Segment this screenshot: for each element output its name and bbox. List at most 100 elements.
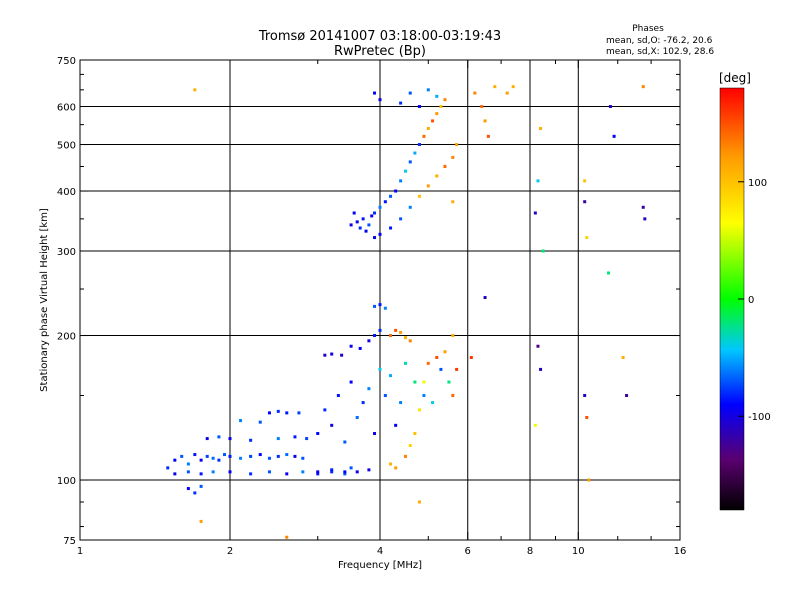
data-point bbox=[413, 432, 417, 436]
data-point bbox=[383, 306, 387, 310]
data-point bbox=[199, 519, 203, 523]
data-point bbox=[394, 466, 398, 470]
data-point bbox=[349, 344, 353, 348]
y-tick-label: 100 bbox=[57, 476, 76, 487]
data-point bbox=[276, 437, 280, 441]
data-point bbox=[422, 394, 426, 398]
data-point bbox=[373, 334, 377, 338]
y-tick-label: 200 bbox=[57, 332, 76, 343]
data-point bbox=[285, 453, 289, 457]
data-point bbox=[422, 134, 426, 138]
data-point bbox=[367, 339, 371, 343]
data-point bbox=[417, 194, 421, 198]
data-point bbox=[389, 334, 393, 338]
data-point bbox=[408, 444, 412, 448]
axis-ticks bbox=[79, 59, 681, 541]
data-point bbox=[583, 179, 587, 183]
data-point bbox=[583, 200, 587, 204]
data-point bbox=[173, 458, 177, 462]
data-point bbox=[330, 352, 334, 356]
data-points bbox=[166, 85, 647, 539]
data-point bbox=[228, 454, 232, 458]
data-point bbox=[199, 484, 203, 488]
data-point bbox=[541, 249, 545, 253]
data-point bbox=[239, 456, 243, 460]
phases-line-x: mean, sd,X: 102.9, 28.6 bbox=[606, 47, 714, 57]
y-tick-label: 75 bbox=[63, 536, 76, 547]
data-point bbox=[469, 355, 473, 359]
data-point bbox=[361, 217, 365, 221]
data-point bbox=[316, 470, 320, 474]
x-tick-label: 8 bbox=[527, 546, 533, 557]
y-axis-label: Stationary phase Virtual Height [km] bbox=[39, 208, 50, 392]
data-point bbox=[349, 223, 353, 227]
data-point bbox=[533, 211, 537, 215]
data-point bbox=[358, 346, 362, 350]
data-point bbox=[217, 435, 221, 439]
x-tick-label: 6 bbox=[465, 546, 471, 557]
data-point bbox=[583, 394, 587, 398]
data-point bbox=[267, 411, 271, 415]
data-point bbox=[378, 367, 382, 371]
colorbar-tick-label: -100 bbox=[748, 412, 771, 423]
data-point bbox=[394, 189, 398, 193]
y-tick-label: 300 bbox=[57, 247, 76, 258]
data-point bbox=[199, 458, 203, 462]
data-point bbox=[355, 470, 359, 474]
data-point bbox=[186, 487, 190, 491]
y-tick-label: 750 bbox=[57, 56, 76, 67]
data-point bbox=[413, 151, 417, 155]
y-tick-label: 600 bbox=[57, 103, 76, 114]
data-point bbox=[483, 119, 487, 123]
data-point bbox=[493, 85, 497, 89]
data-point bbox=[323, 353, 327, 357]
data-point bbox=[422, 380, 426, 384]
data-point bbox=[173, 472, 177, 476]
phases-title: Phases bbox=[632, 24, 664, 34]
y-tick-label: 500 bbox=[57, 141, 76, 152]
data-point bbox=[383, 200, 387, 204]
data-point bbox=[361, 401, 365, 405]
data-point bbox=[258, 453, 262, 457]
data-point bbox=[607, 271, 611, 275]
data-point bbox=[399, 217, 403, 221]
data-point bbox=[305, 437, 309, 441]
data-point bbox=[443, 98, 447, 102]
data-point bbox=[625, 394, 629, 398]
data-point bbox=[193, 88, 197, 92]
data-point bbox=[435, 174, 439, 178]
data-point bbox=[373, 236, 377, 240]
data-point bbox=[473, 91, 477, 95]
data-point bbox=[451, 200, 455, 204]
data-point bbox=[408, 160, 412, 164]
data-point bbox=[370, 214, 374, 218]
data-point bbox=[389, 194, 393, 198]
data-point bbox=[378, 303, 382, 307]
data-point bbox=[641, 205, 645, 209]
data-point bbox=[373, 211, 377, 215]
data-point bbox=[389, 374, 393, 378]
data-point bbox=[293, 435, 297, 439]
y-tick-labels: 75 100 200 300 400 500 600 750 bbox=[57, 56, 76, 547]
data-point bbox=[367, 468, 371, 472]
data-point bbox=[399, 179, 403, 183]
data-point bbox=[367, 387, 371, 391]
colorbar-label: [deg] bbox=[719, 71, 751, 85]
x-tick-labels: 1 2 4 6 8 10 16 bbox=[77, 546, 687, 557]
data-point bbox=[378, 98, 382, 102]
data-point bbox=[316, 432, 320, 436]
data-point bbox=[330, 470, 334, 474]
data-point bbox=[641, 85, 645, 89]
data-point bbox=[267, 456, 271, 460]
data-point bbox=[364, 229, 368, 233]
data-point bbox=[621, 355, 625, 359]
data-point bbox=[435, 355, 439, 359]
data-point bbox=[193, 453, 197, 457]
data-point bbox=[373, 304, 377, 308]
data-point bbox=[330, 468, 334, 472]
chart-title: Tromsø 20141007 03:18:00-03:19:43 bbox=[258, 29, 501, 44]
data-point bbox=[239, 419, 243, 423]
data-point bbox=[186, 462, 190, 466]
data-point bbox=[276, 454, 280, 458]
data-point bbox=[539, 367, 543, 371]
